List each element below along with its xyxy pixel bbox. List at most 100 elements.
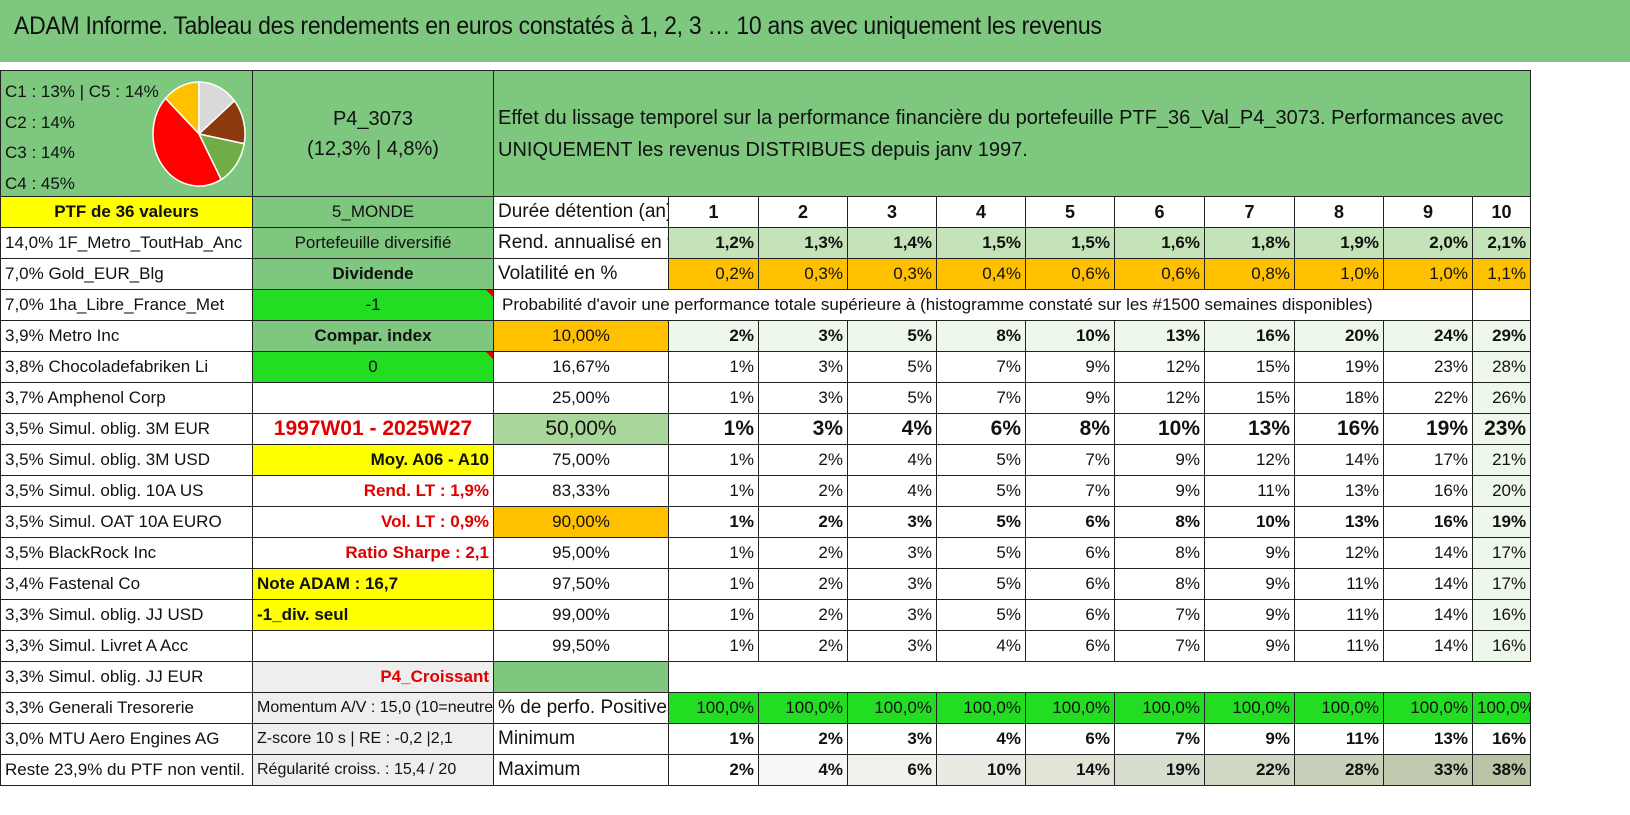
probability-value: 14% [1383, 537, 1473, 569]
empty-cell [1472, 661, 1531, 693]
probability-value: 17% [1471, 537, 1532, 569]
minimum-value-2: 2% [758, 723, 848, 755]
minus-one-value: -1 [252, 289, 494, 321]
probability-value: 1% [668, 413, 759, 445]
allocation-pie-chart [152, 81, 246, 187]
adam-note: Note ADAM : 16,7 [252, 568, 494, 600]
probability-value: 12% [1114, 382, 1205, 414]
probability-value: 4% [936, 630, 1026, 662]
probability-value: 8% [936, 320, 1026, 352]
holding-item: 3,9% Metro Inc [0, 320, 253, 352]
momentum-info: Momentum A/V : 15,0 (10=neutre) [252, 692, 494, 724]
probability-value: 7% [1025, 444, 1115, 476]
probability-threshold: 83,33% [493, 475, 669, 507]
probability-value: 15% [1204, 382, 1295, 414]
empty-cell [493, 661, 669, 693]
empty-cell [758, 661, 848, 693]
probability-value: 2% [758, 475, 848, 507]
positives-label: % de perfo. Positives [493, 692, 669, 724]
maximum-value-4: 10% [936, 754, 1026, 786]
probability-value: 14% [1383, 630, 1473, 662]
probability-value: 20% [1294, 320, 1384, 352]
probability-value: 16% [1471, 630, 1532, 662]
volatilite-value-6: 0,6% [1114, 258, 1205, 290]
maximum-value-6: 19% [1114, 754, 1205, 786]
probability-value: 19% [1383, 413, 1473, 445]
probability-value: 3% [758, 413, 848, 445]
empty-cell [1204, 661, 1295, 693]
probability-value: 6% [1025, 630, 1115, 662]
probability-value: 1% [668, 444, 759, 476]
regularite-info: Régularité croiss. : 15,4 / 20 [252, 754, 494, 786]
holding-item: 3,5% Simul. oblig. 10A US [0, 475, 253, 507]
maximum-value-5: 14% [1025, 754, 1115, 786]
probability-header-row: 7,0% 1ha_Libre_France_Met -1 Probabilité d… [0, 289, 1630, 321]
volatilite-value-5: 0,6% [1025, 258, 1115, 290]
holding-item: 14,0% 1F_Metro_ToutHab_Anc [0, 227, 253, 259]
minimum-value-7: 9% [1204, 723, 1295, 755]
probability-row: 3,3% Simul. oblig. JJ USD -1_div. seul 99,… [0, 599, 1630, 631]
probability-value: 23% [1383, 351, 1473, 383]
probability-value: 3% [847, 599, 937, 631]
maximum-row: Reste 23,9% du PTF non ventil. Régularité… [0, 754, 1630, 786]
probability-value: 6% [1025, 599, 1115, 631]
probability-value: 5% [847, 351, 937, 383]
probability-value: 9% [1204, 599, 1295, 631]
probability-row: 3,5% Simul. oblig. 10A US Rend. LT : 1,9%… [0, 475, 1630, 507]
duration-year-5: 5 [1025, 196, 1115, 228]
holding-item: 3,3% Simul. oblig. JJ USD [0, 599, 253, 631]
duration-year-9: 9 [1383, 196, 1473, 228]
volatilite-value-4: 0,4% [936, 258, 1026, 290]
rendement-value-3: 1,4% [847, 227, 937, 259]
probability-value: 12% [1294, 537, 1384, 569]
probability-value: 2% [758, 599, 848, 631]
duration-year-6: 6 [1114, 196, 1205, 228]
empty-cell [1114, 661, 1205, 693]
moy-range: Moy. A06 - A10 [252, 444, 494, 476]
probability-value: 16% [1294, 413, 1384, 445]
holding-item: 3,8% Chocoladefabriken Li [0, 351, 253, 383]
probability-value: 15% [1204, 351, 1295, 383]
probability-value: 17% [1383, 444, 1473, 476]
duration-year-1: 1 [668, 196, 759, 228]
volatilite-value-3: 0,3% [847, 258, 937, 290]
positives-value-3: 100,0% [847, 692, 937, 724]
probability-value: 22% [1383, 382, 1473, 414]
compar-index: Compar. index [252, 320, 494, 352]
rendement-value-10: 2,1% [1471, 227, 1532, 259]
volatilite-value-9: 1,0% [1383, 258, 1473, 290]
probability-value: 26% [1471, 382, 1532, 414]
maximum-value-3: 6% [847, 754, 937, 786]
probability-row: 3,5% Simul. oblig. 3M EUR 1997W01 - 2025W… [0, 413, 1630, 445]
probability-value: 9% [1204, 537, 1295, 569]
probability-threshold: 97,50% [493, 568, 669, 600]
period-range: 1997W01 - 2025W27 [252, 413, 494, 445]
holding-item: 3,4% Fastenal Co [0, 568, 253, 600]
positives-value-8: 100,0% [1294, 692, 1384, 724]
rendement-row: 14,0% 1F_Metro_ToutHab_Anc Portefeuille d… [0, 227, 1630, 259]
probability-value: 2% [668, 320, 759, 352]
probability-threshold: 75,00% [493, 444, 669, 476]
empty-cell [252, 630, 494, 662]
maximum-value-2: 4% [758, 754, 848, 786]
probability-value: 1% [668, 475, 759, 507]
allocation-label: C4 : 45% [5, 173, 75, 193]
duration-year-8: 8 [1294, 196, 1384, 228]
probability-value: 16% [1383, 475, 1473, 507]
duration-year-7: 7 [1204, 196, 1295, 228]
probability-value: 14% [1294, 444, 1384, 476]
probability-value: 17% [1471, 568, 1532, 600]
probability-row: 3,5% Simul. OAT 10A EURO Vol. LT : 0,9% 90… [0, 506, 1630, 538]
minimum-value-6: 7% [1114, 723, 1205, 755]
probability-value: 13% [1294, 506, 1384, 538]
holding-item: 3,5% BlackRock Inc [0, 537, 253, 569]
rendement-value-8: 1,9% [1294, 227, 1384, 259]
rendement-label: Rend. annualisé en % [493, 227, 669, 259]
div-only: -1_div. seul [252, 599, 494, 631]
probability-value: 8% [1114, 506, 1205, 538]
probability-value: 9% [1025, 351, 1115, 383]
minimum-value-5: 6% [1025, 723, 1115, 755]
positives-value-7: 100,0% [1204, 692, 1295, 724]
duration-year-10: 10 [1471, 196, 1532, 228]
probability-value: 11% [1294, 630, 1384, 662]
